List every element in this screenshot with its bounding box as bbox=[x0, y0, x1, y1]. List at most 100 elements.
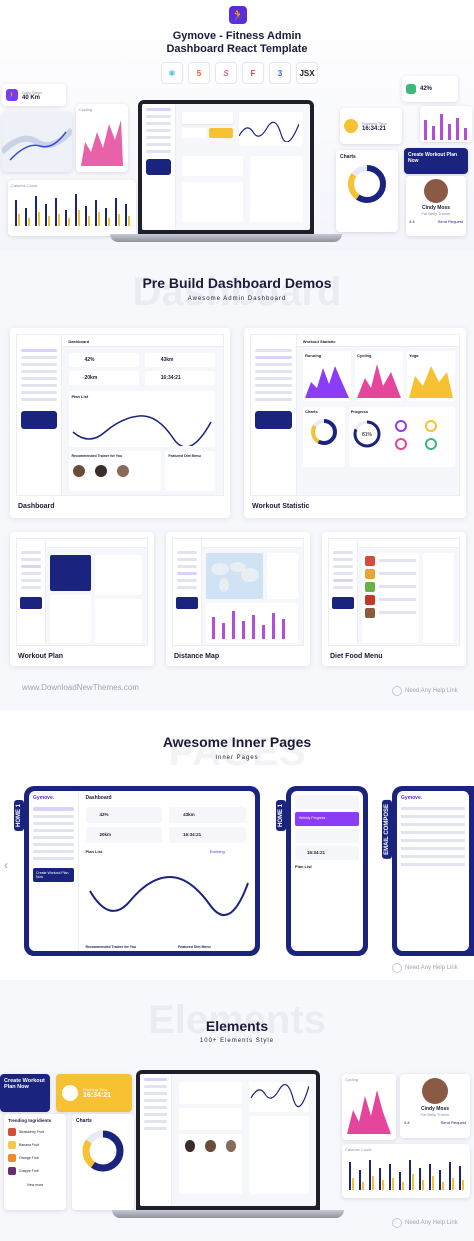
inner-brand: Gymove. bbox=[33, 795, 55, 801]
avatar bbox=[424, 179, 448, 203]
phone-weekly-progress: Weekly Progress bbox=[295, 812, 359, 826]
ws-charts-label: Charts bbox=[305, 409, 318, 414]
ws-sidebar bbox=[251, 335, 297, 495]
goal-card: 42% bbox=[402, 76, 458, 102]
tech-icons-row: ⚛ 5 S F 3 JSX bbox=[161, 62, 318, 84]
el-trainer-card: Cindy Moss Fat Belly Trainer 4.4 Send Re… bbox=[400, 1074, 470, 1138]
demo-wp-shot bbox=[16, 538, 148, 646]
tab-home-left[interactable]: HOME 1 bbox=[14, 800, 24, 832]
trainer-rating: 4.4 bbox=[409, 219, 415, 224]
carousel-prev-icon[interactable]: ‹ bbox=[4, 858, 8, 872]
dm-sidebar bbox=[173, 539, 202, 645]
ws-progress-rings: 81% bbox=[353, 420, 437, 450]
demo-plan-list: Plan List bbox=[71, 394, 89, 399]
hero-section: 🏃 Gymove - Fitness Admin Dashboard React… bbox=[0, 0, 474, 250]
purple-bars bbox=[424, 114, 467, 140]
help-link-3[interactable]: Need Any Help Link bbox=[392, 1218, 458, 1228]
calories-card: Calories Count bbox=[8, 180, 136, 236]
calories-bars bbox=[15, 194, 130, 226]
inner-phone: Weekly Progress 16:34:21 Plan List bbox=[286, 786, 368, 956]
ws-yoga-chart bbox=[409, 366, 453, 398]
headset-icon bbox=[392, 1218, 402, 1228]
help-link-2[interactable]: Need Any Help Link bbox=[392, 963, 458, 973]
inner-featured: Featured Diet Menu bbox=[178, 945, 211, 949]
runner-icon: 🏃 bbox=[231, 9, 245, 22]
inner-running-dropdown[interactable]: Running bbox=[209, 849, 225, 854]
ws-yoga-label: Yoga bbox=[409, 353, 419, 358]
html5-icon: 5 bbox=[188, 62, 210, 84]
el-create-workout[interactable]: Create Workout Plan Now bbox=[0, 1074, 50, 1112]
cycling-chart bbox=[81, 120, 123, 166]
help-link-1[interactable]: Need Any Help Link bbox=[392, 686, 458, 696]
react-icon: ⚛ bbox=[161, 62, 183, 84]
tab-home-right[interactable]: HOME 1 bbox=[276, 800, 286, 832]
demo-metric-2: 43km bbox=[144, 353, 215, 367]
phone-running-value: 16:34:21 bbox=[295, 846, 359, 860]
inner-metric-2: 43km bbox=[169, 807, 246, 823]
el-view-more[interactable]: View more bbox=[26, 1183, 44, 1187]
inner-line-chart bbox=[88, 875, 249, 916]
demo-distance-map[interactable]: Distance Map bbox=[166, 532, 310, 666]
tab-email-compose[interactable]: EMAIL COMPOSE bbox=[382, 800, 392, 859]
el-trainer-name: Cindy Moss bbox=[420, 1106, 450, 1112]
ws-progress-label: Progress bbox=[350, 409, 369, 414]
demo-label-diet-food-menu: Diet Food Menu bbox=[330, 653, 383, 660]
demo-workout-plan[interactable]: Workout Plan bbox=[10, 532, 154, 666]
demo-dashboard-shot: Dashboard 42% 43km 20km 16:34:21 Plan Li… bbox=[16, 334, 224, 496]
preview-line-chart bbox=[239, 121, 300, 142]
phone-plan-list: Plan List bbox=[295, 864, 312, 869]
world-map bbox=[205, 553, 263, 599]
inner-ghost-text: PAGES bbox=[168, 730, 306, 774]
jsx-icon: JSX bbox=[296, 62, 318, 84]
inner-metric-1: 42% bbox=[85, 807, 163, 823]
demo-diet-food-menu[interactable]: Diet Food Menu bbox=[322, 532, 466, 666]
preview-sidebar bbox=[142, 104, 176, 230]
demo-recommended: Recommended Trainer for You bbox=[71, 454, 123, 458]
demo-dm-shot bbox=[172, 538, 304, 646]
create-workout-card[interactable]: Create Workout Plan Now bbox=[404, 148, 468, 174]
demo-dashboard[interactable]: Dashboard 42% 43km 20km 16:34:21 Plan Li… bbox=[10, 328, 230, 518]
trainer-role: Fat Belly Trainer bbox=[421, 211, 451, 216]
demo-label-distance-map: Distance Map bbox=[174, 653, 220, 660]
el-running-card: Running Time 16:34:21 bbox=[56, 1074, 132, 1112]
demo-workout-statistic[interactable]: Workout Statistic Running Cycling Yoga C… bbox=[244, 328, 466, 518]
inner-tablet: Gymove. Create Workout Plan Now Dashboar… bbox=[24, 786, 260, 956]
charts-label: Charts bbox=[340, 154, 356, 160]
el-laptop-base bbox=[112, 1210, 344, 1218]
ingredient-name: Strawberry Fruit bbox=[19, 1130, 44, 1134]
inner-create-plan[interactable]: Create Workout Plan Now bbox=[33, 868, 74, 882]
ws-running-chart bbox=[305, 366, 349, 398]
send-request-link[interactable]: Send Request bbox=[437, 219, 463, 224]
donut-chart bbox=[348, 165, 386, 203]
running-time-card: Running Time 16:34:21 bbox=[340, 108, 402, 144]
el-send-request[interactable]: Send Request bbox=[440, 1120, 466, 1125]
dashboard-preview bbox=[142, 104, 310, 230]
daily-steps-card: 🚶 Daily Steps 40 Km bbox=[2, 84, 66, 106]
ws-donut bbox=[311, 419, 337, 445]
create-workout-label: Create Workout Plan Now bbox=[408, 152, 458, 164]
inner-pages-section: PAGES Awesome Inner Pages Inner Pages ‹ … bbox=[0, 710, 474, 980]
avatar bbox=[422, 1078, 448, 1104]
cycling-card: Cycling bbox=[76, 104, 128, 172]
el-calories-bars bbox=[349, 1160, 464, 1190]
gymove-logo: 🏃 bbox=[229, 6, 247, 24]
headset-icon bbox=[392, 686, 402, 696]
demo-label-dashboard: Dashboard bbox=[18, 503, 55, 510]
steps-value: 40 Km bbox=[22, 94, 41, 101]
map-card bbox=[2, 112, 72, 172]
charts-card: Charts bbox=[336, 150, 398, 232]
inner-plan-list: Plan List bbox=[85, 849, 103, 854]
df-topbar bbox=[357, 539, 459, 548]
cycling-label: Cycling bbox=[79, 107, 93, 112]
demo-metric-4: 16:34:21 bbox=[144, 371, 215, 385]
el-running-value: 16:34:21 bbox=[83, 1092, 112, 1099]
el-cycling-label: Cycling bbox=[345, 1077, 359, 1082]
help-link-label: Need Any Help Link bbox=[405, 1220, 458, 1226]
demo-line-chart bbox=[72, 415, 212, 448]
demos-subtitle: Awesome Admin Dashboard bbox=[187, 296, 287, 302]
demo-label-workout-plan: Workout Plan bbox=[18, 653, 63, 660]
watermark-text: www.DownloadNewThemes.com bbox=[22, 683, 139, 692]
demo-sidebar bbox=[17, 335, 63, 495]
css3-icon: 3 bbox=[269, 62, 291, 84]
running-label: Running Time bbox=[362, 120, 387, 126]
